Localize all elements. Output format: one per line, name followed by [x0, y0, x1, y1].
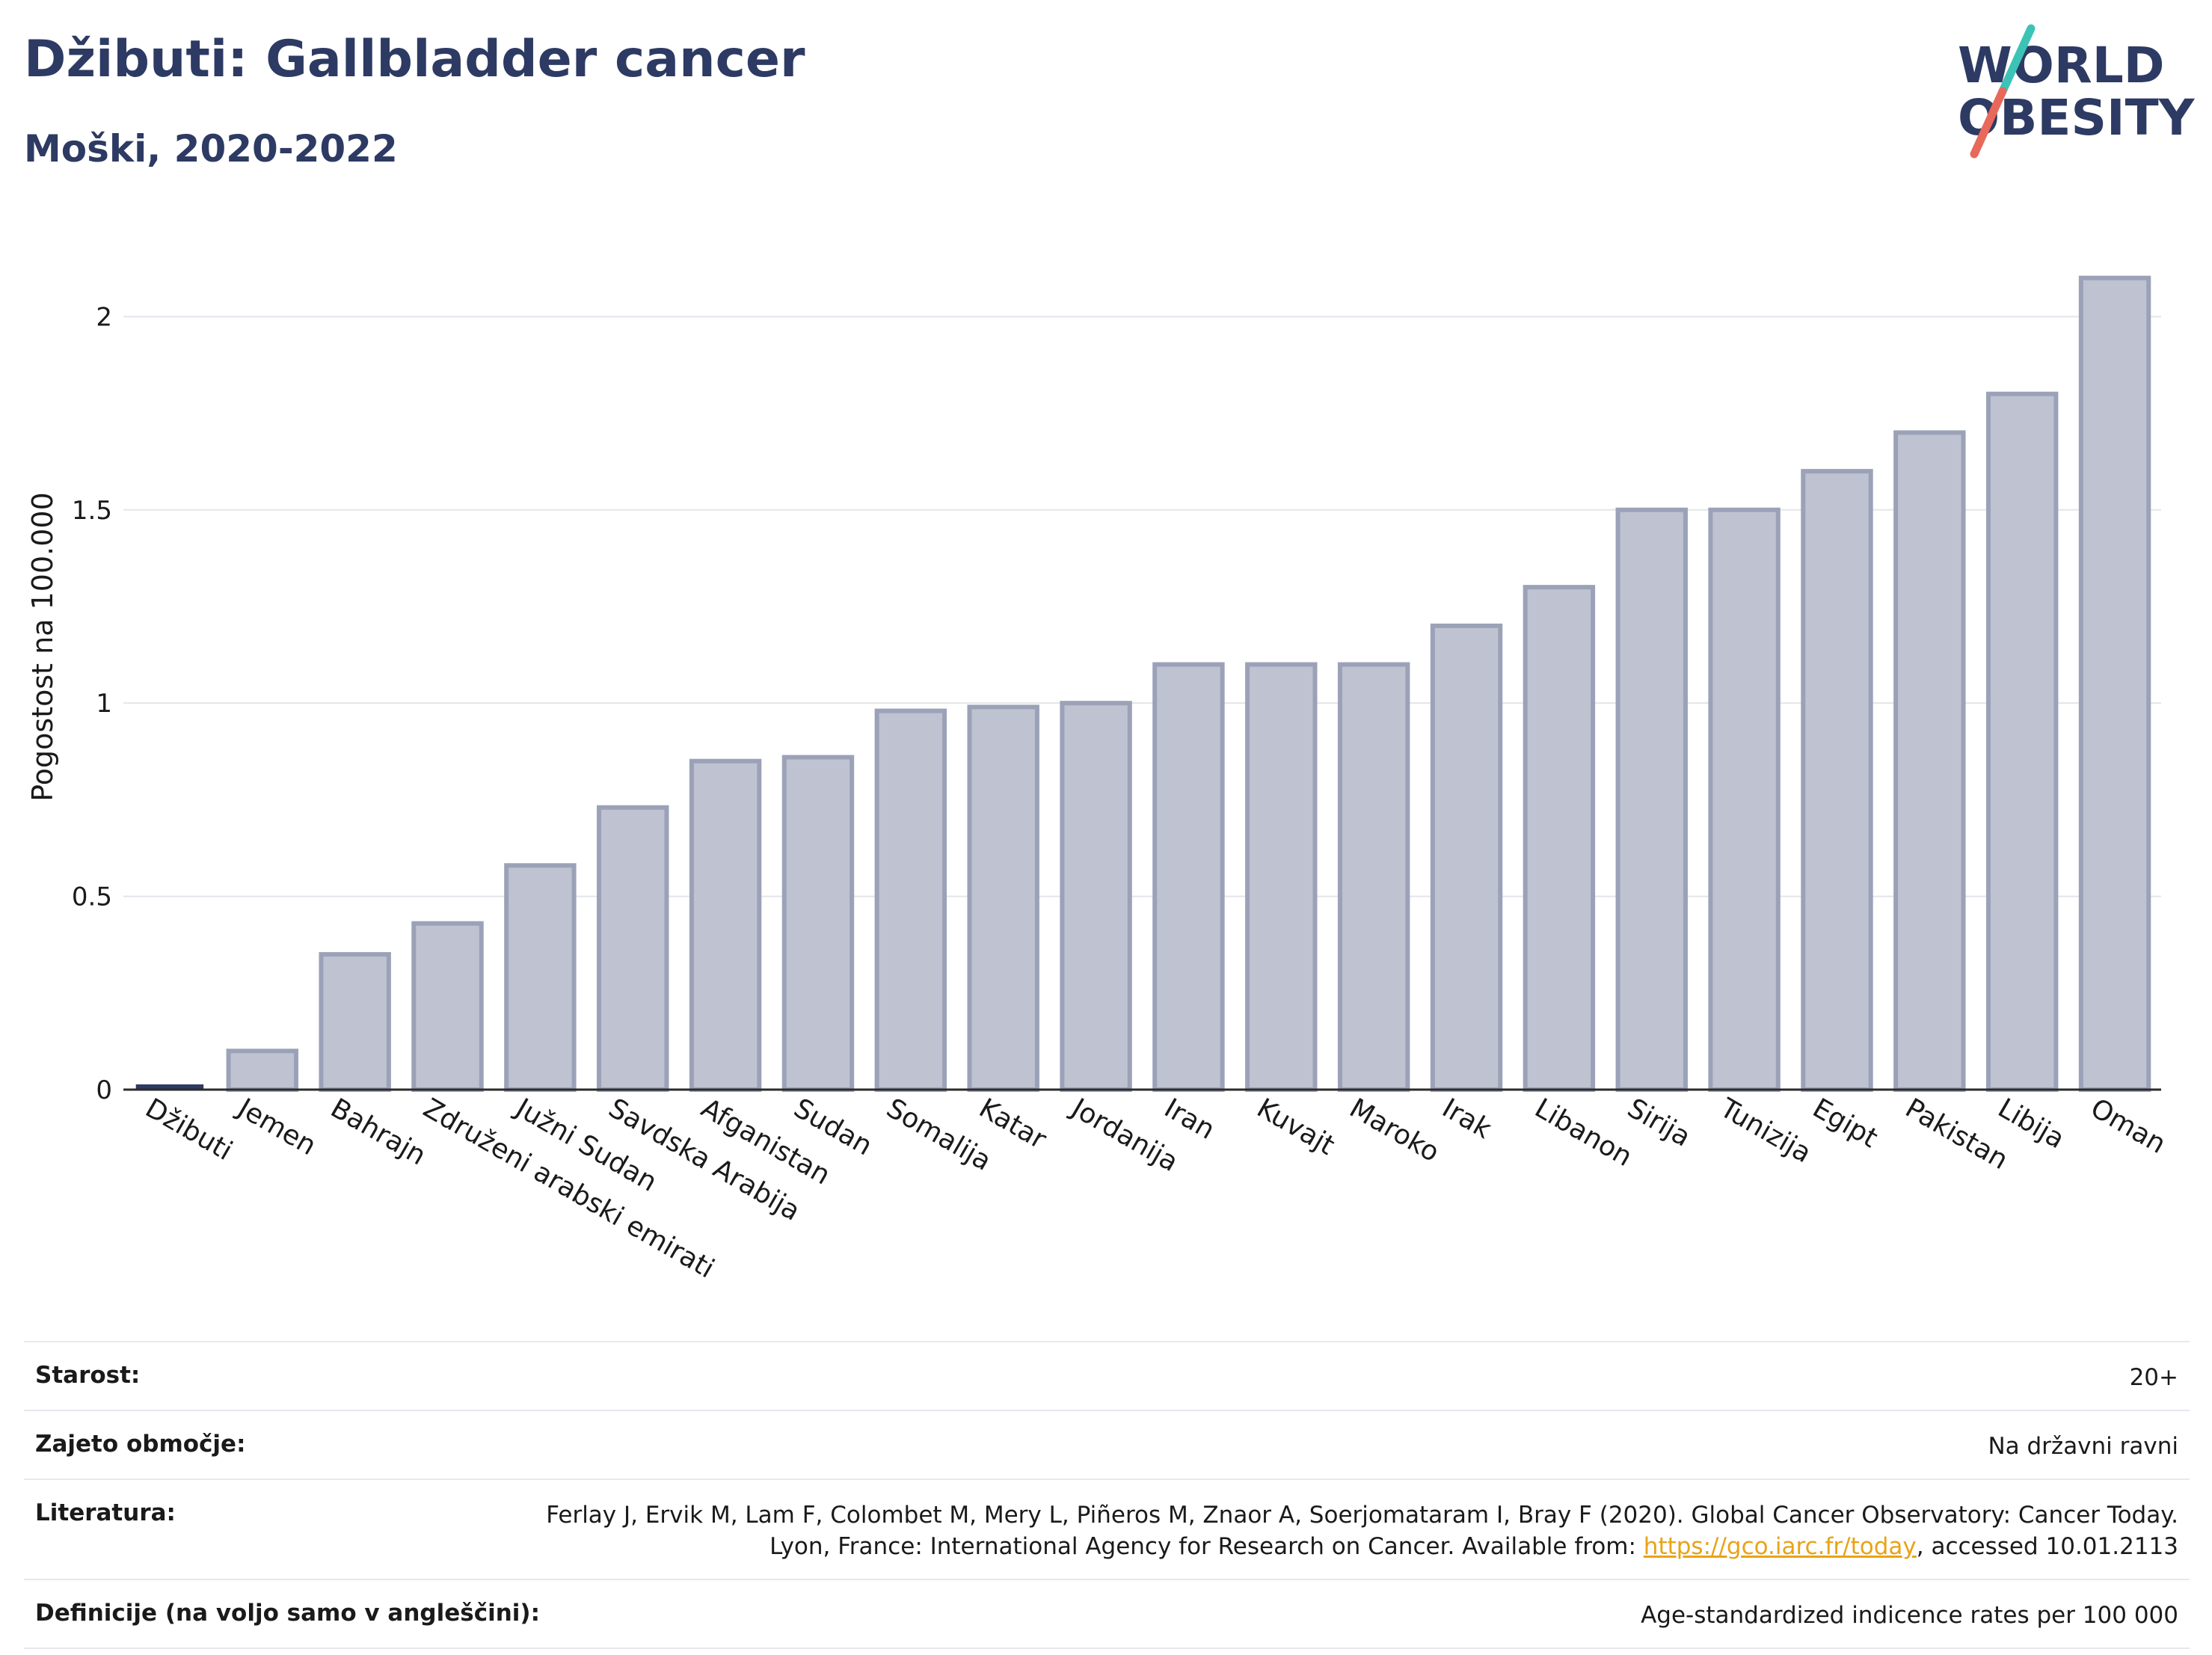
y-tick-label: 0.5: [72, 882, 112, 912]
x-tick-label: Jordanija: [1065, 1092, 1183, 1178]
reference-accessed: , accessed 10.01.2113: [1916, 1533, 2178, 1560]
bar: [411, 921, 484, 1092]
x-tick-label: Pakistan: [1900, 1093, 2013, 1176]
bar: [1985, 391, 2059, 1092]
x-tick-label: Iran: [1159, 1093, 1220, 1146]
bar: [1893, 430, 1966, 1092]
bar: [2078, 275, 2151, 1093]
bar: [504, 863, 577, 1093]
bar: [1060, 701, 1132, 1092]
x-tick-label: Egipt: [1807, 1093, 1883, 1154]
meta-label-age: Starost:: [35, 1362, 141, 1389]
bar: [1337, 662, 1410, 1092]
bars: [135, 275, 2151, 1093]
x-tick-label: Maroko: [1345, 1093, 1445, 1168]
x-tick-label: Irak: [1437, 1093, 1497, 1145]
x-tick-label: Tunizija: [1714, 1093, 1816, 1170]
meta-value-coverage: Na državni ravni: [1988, 1433, 2178, 1460]
y-tick-label: 0: [96, 1075, 112, 1105]
bar: [1801, 469, 1873, 1092]
x-tick-label: Kuvajt: [1252, 1093, 1340, 1161]
page-subtitle: Moški, 2020-2022: [24, 127, 398, 171]
meta-label-reference: Literatura:: [35, 1499, 176, 1526]
logo-slash-teal: [1998, 24, 2036, 96]
y-tick-label: 1: [96, 689, 112, 719]
bar: [1523, 585, 1596, 1092]
y-tick-labels: 0 0.5 1 1.5 2: [72, 302, 112, 1105]
x-tick-label: Džibuti: [140, 1093, 237, 1167]
bar: [1430, 623, 1503, 1092]
bar: [226, 1048, 299, 1093]
meta-value-definitions: Age-standardized indicence rates per 100…: [1641, 1602, 2178, 1629]
bar: [781, 755, 855, 1092]
bar: [967, 704, 1039, 1092]
meta-value-reference: Ferlay J, Ervik M, Lam F, Colombet M, Me…: [503, 1499, 2178, 1562]
x-tick-label: Libanon: [1529, 1093, 1637, 1173]
x-tick-label: Jemen: [232, 1092, 322, 1161]
reference-link[interactable]: https://gco.iarc.fr/today: [1643, 1533, 1917, 1560]
reference-text: Ferlay J, Ervik M, Lam F, Colombet M, Me…: [546, 1502, 2178, 1560]
x-tick-label: Bahrajn: [325, 1093, 431, 1171]
world-obesity-logo: WORLD OBESITY: [1958, 24, 2196, 159]
bar: [1152, 662, 1225, 1092]
meta-row-age: Starost: 20+: [24, 1341, 2190, 1410]
logo-slash-coral: [1970, 87, 2007, 159]
meta-label-coverage: Zajeto območje:: [35, 1431, 246, 1458]
bar: [689, 758, 762, 1092]
metadata-table: Starost: 20+ Zajeto območje: Na državni …: [24, 1341, 2190, 1649]
bar: [135, 1084, 204, 1090]
y-tick-label: 1.5: [72, 496, 112, 526]
meta-value-age: 20+: [2129, 1364, 2178, 1391]
bar: [597, 805, 669, 1093]
x-tick-label: Somalija: [881, 1093, 996, 1177]
bar: [319, 952, 391, 1093]
logo-text-world: WORLD: [1958, 37, 2165, 94]
page-title: Džibuti: Gallbladder cancer: [24, 30, 805, 89]
y-axis-label: Pogostost na 100.000: [26, 492, 59, 802]
bar: [874, 708, 947, 1092]
meta-row-coverage: Zajeto območje: Na državni ravni: [24, 1410, 2190, 1479]
bar: [1708, 507, 1781, 1092]
meta-row-definitions: Definicije (na voljo samo v angleščini):…: [24, 1579, 2190, 1649]
bar: [1245, 662, 1318, 1092]
x-tick-label: Oman: [2086, 1093, 2171, 1160]
y-tick-label: 2: [96, 302, 112, 332]
meta-label-definitions: Definicije (na voljo samo v angleščini):: [35, 1600, 540, 1627]
bar: [1615, 507, 1688, 1092]
meta-row-reference: Literatura: Ferlay J, Ervik M, Lam F, Co…: [24, 1479, 2190, 1579]
